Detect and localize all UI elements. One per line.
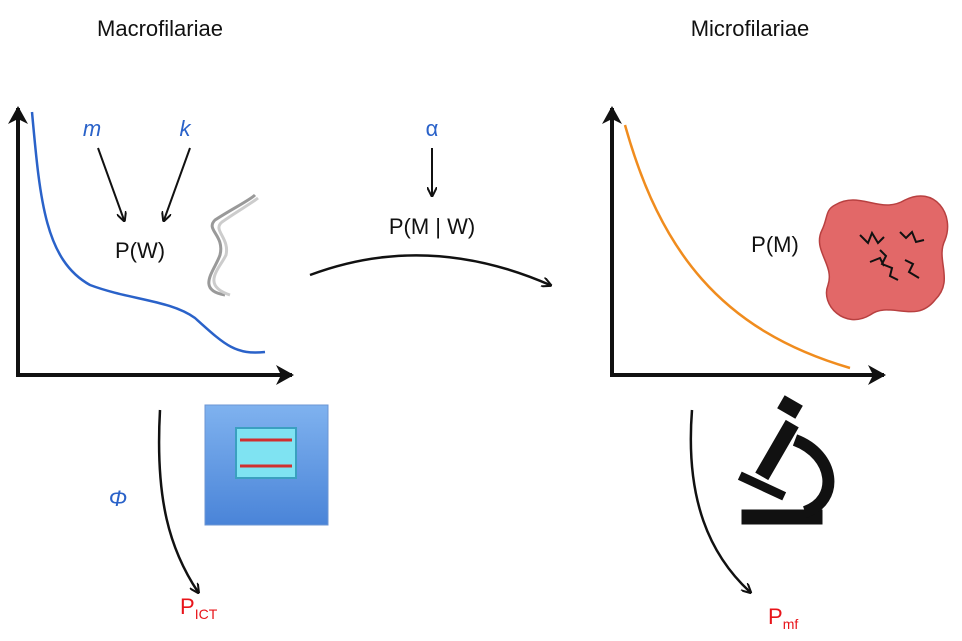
arrow — [689, 409, 750, 592]
right-title: Microfilariae — [691, 16, 810, 41]
left-axes — [7, 106, 294, 385]
worm-icon — [207, 193, 259, 297]
param-k: k — [180, 116, 192, 141]
param-phi: Φ — [109, 486, 127, 511]
arrow — [157, 409, 198, 592]
microscope-icon — [737, 395, 835, 525]
p-mf: Pmf — [768, 604, 798, 632]
micro-curve — [623, 124, 851, 370]
pmw-label: P(M | W) — [389, 214, 475, 239]
right-axes — [602, 106, 886, 385]
ict-icon — [204, 404, 329, 526]
pm-label: P(M) — [751, 232, 799, 257]
param-m: m — [83, 116, 101, 141]
arrow — [164, 147, 191, 220]
left-title: Macrofilariae — [97, 16, 223, 41]
pw-label: P(W) — [115, 238, 165, 263]
p-ict: PICT — [180, 594, 218, 622]
param-alpha: α — [426, 116, 439, 141]
arrow — [97, 147, 124, 220]
blood-icon — [818, 195, 949, 321]
arrow — [309, 254, 550, 285]
macro-curve — [30, 111, 266, 354]
